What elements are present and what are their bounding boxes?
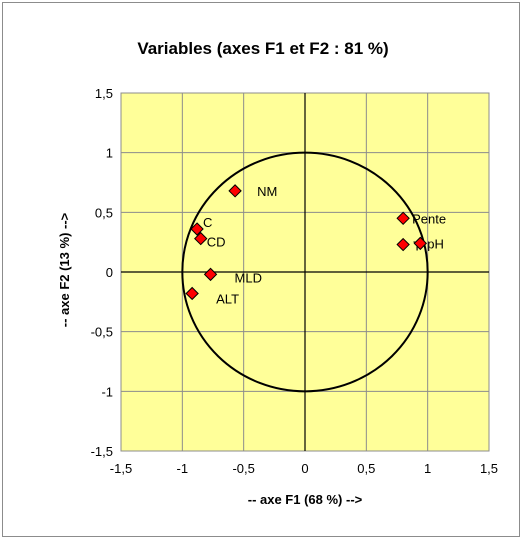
- plot-area: -1,5 -1 -0,5 0 0,5 1 1,5 -1,5 -1 -0,5 0 0,5 1 1,5 NM CC…: [91, 86, 498, 476]
- data-point: [203, 267, 218, 282]
- x-tick-label: 1: [424, 461, 431, 476]
- y-tick-label: 0,5: [95, 205, 113, 220]
- y-tick-label: 0: [106, 265, 113, 280]
- scatter-chart: Variables (axes F1 et F2 : 81 %) -1,5 -1-…: [57, 39, 498, 507]
- point-label: Pente: [412, 211, 446, 226]
- x-axis-label: -- axe F1 (68 %) -->: [248, 492, 363, 507]
- x-tick-label: 1,5: [480, 461, 498, 476]
- y-tick-label: -1: [101, 384, 113, 399]
- point-label: CD: [207, 235, 226, 250]
- x-tick-label: -1,5: [110, 461, 132, 476]
- data-point: [228, 184, 242, 198]
- x-tick-label: -1: [177, 461, 189, 476]
- point-label: ALT: [216, 291, 239, 306]
- y-tick-label: 1: [106, 146, 113, 161]
- y-tick-label: 1,5: [95, 86, 113, 101]
- data-point: [185, 286, 199, 301]
- y-axis-label: -- axe F2 (13 %) -->: [57, 212, 72, 327]
- x-tick-label: -0,5: [232, 461, 254, 476]
- chart-title: Variables (axes F1 et F2 : 81 %): [137, 39, 388, 58]
- point-label: C: [203, 215, 212, 230]
- x-tick-label: 0: [301, 461, 308, 476]
- point-label: MLD: [235, 270, 262, 285]
- correlation-circle: [181, 151, 429, 393]
- data-point: [396, 237, 410, 252]
- point-label: pH: [427, 236, 444, 251]
- data-point: [396, 211, 410, 226]
- y-tick-label: -0,5: [91, 325, 113, 340]
- chart-frame: Variables (axes F1 et F2 : 81 %) -1,5 -1-…: [2, 2, 520, 537]
- data-point: [194, 231, 208, 246]
- point-label: NM: [257, 184, 277, 199]
- x-tick-label: 0,5: [357, 461, 375, 476]
- y-tick-label: -1,5: [91, 444, 113, 459]
- data-point: [413, 236, 428, 251]
- data-point: [190, 222, 204, 236]
